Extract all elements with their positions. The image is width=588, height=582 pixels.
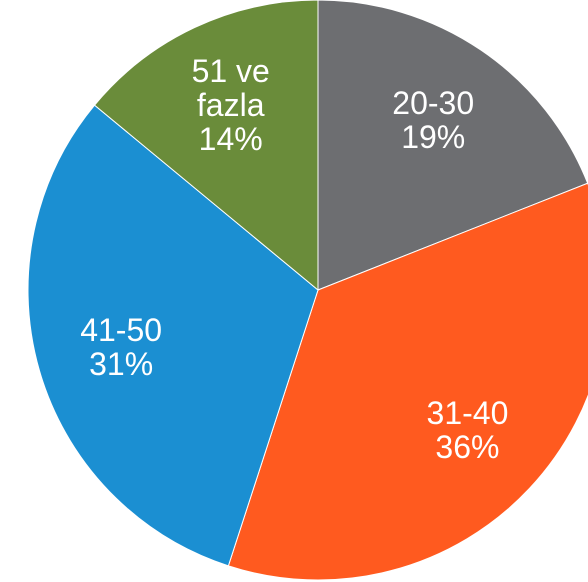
value-label: 36% xyxy=(435,429,500,466)
category-label: 51 ve fazla xyxy=(191,52,270,123)
category-label: 31-40 xyxy=(426,395,509,432)
pie-slice xyxy=(227,182,588,581)
pie-slice xyxy=(317,0,588,291)
category-label: 20-30 xyxy=(392,85,475,122)
value-label: 14% xyxy=(198,120,263,157)
slice-label: 41-50 31% xyxy=(56,313,186,381)
pie-slice xyxy=(93,0,319,292)
slice-label: 31-40 36% xyxy=(402,396,532,464)
pie-slice xyxy=(27,104,319,567)
value-label: 19% xyxy=(401,119,466,156)
slice-label: 20-30 19% xyxy=(368,86,498,154)
value-label: 31% xyxy=(89,346,154,383)
slice-label: 51 ve fazla 14% xyxy=(166,54,296,156)
category-label: 41-50 xyxy=(80,312,163,349)
